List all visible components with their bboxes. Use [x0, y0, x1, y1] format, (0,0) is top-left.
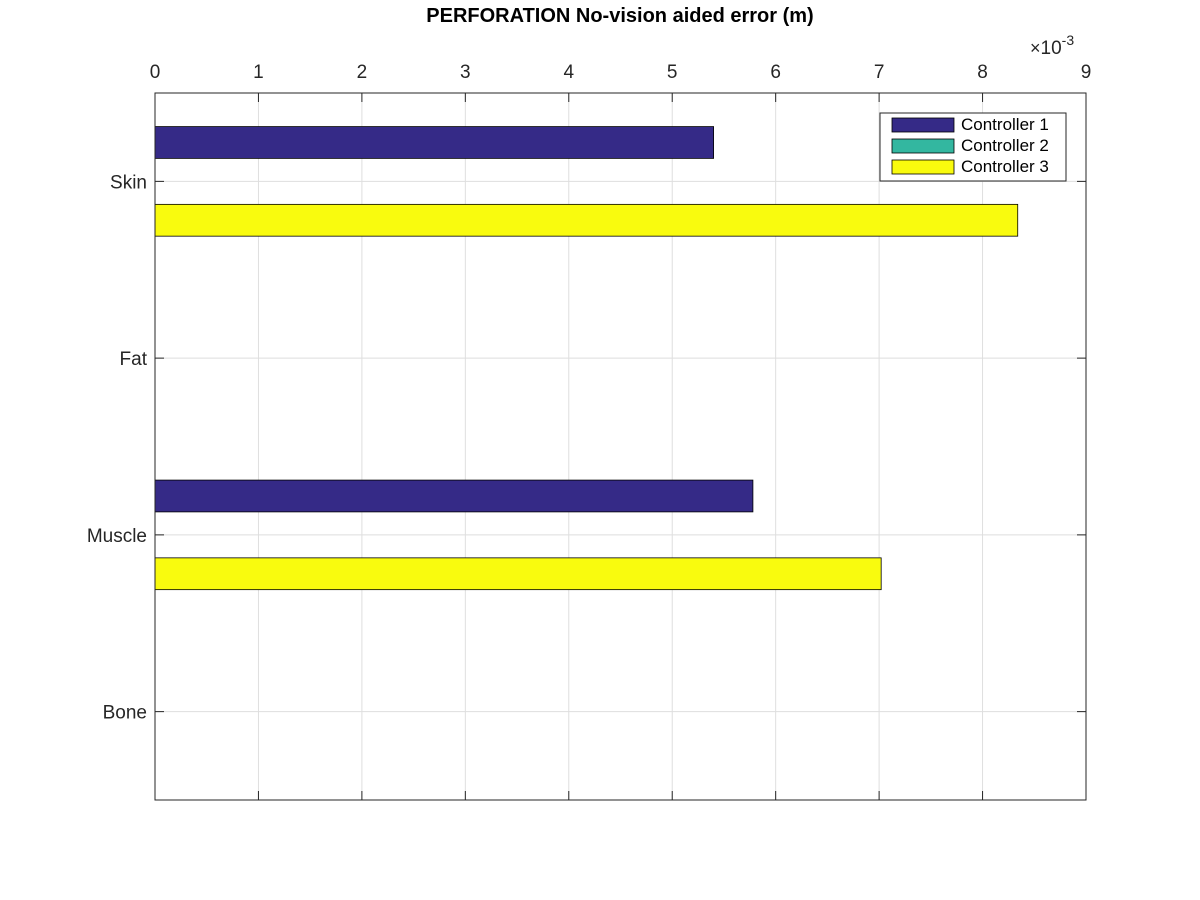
ticks	[154, 93, 1087, 800]
legend[interactable]: Controller 1 Controller 2 Controller 3	[879, 112, 1067, 182]
legend-label: Controller 3	[961, 157, 1049, 176]
legend-swatch	[891, 138, 955, 154]
bar-controller-3-skin	[154, 203, 1019, 237]
category-label: Fat	[120, 349, 148, 370]
category-label: Muscle	[87, 526, 147, 547]
x-tick-label: 2	[357, 62, 368, 83]
category-label: Skin	[110, 172, 147, 193]
legend-label: Controller 2	[961, 136, 1049, 155]
x-tick-label: 5	[667, 62, 678, 83]
x-tick-label: 7	[874, 62, 885, 83]
tick-labels: 0 1 2 3 4 5 6 7 8 9 Skin Fat Muscle Bone	[87, 62, 1091, 724]
category-label: Bone	[103, 703, 147, 724]
legend-label: Controller 1	[961, 115, 1049, 134]
grid-lines	[155, 93, 1086, 800]
x-tick-label: 8	[977, 62, 988, 83]
bar-controller-1-muscle	[154, 479, 754, 513]
x-tick-label: 3	[460, 62, 471, 83]
bars	[154, 126, 1019, 591]
bar-controller-1-skin	[154, 126, 714, 159]
x-tick-label: 9	[1081, 62, 1092, 83]
chart-title: PERFORATION No-vision aided error (m)	[426, 5, 813, 27]
x-tick-label: 1	[253, 62, 264, 83]
x-tick-label: 0	[150, 62, 161, 83]
bar-controller-3-muscle	[154, 557, 882, 591]
x-tick-label: 6	[770, 62, 781, 83]
legend-swatch	[891, 117, 955, 133]
x-tick-label: 4	[563, 62, 574, 83]
x-axis-exponent: ×10-3	[1030, 32, 1074, 59]
axes-box	[154, 92, 1087, 801]
legend-swatch	[891, 159, 955, 175]
